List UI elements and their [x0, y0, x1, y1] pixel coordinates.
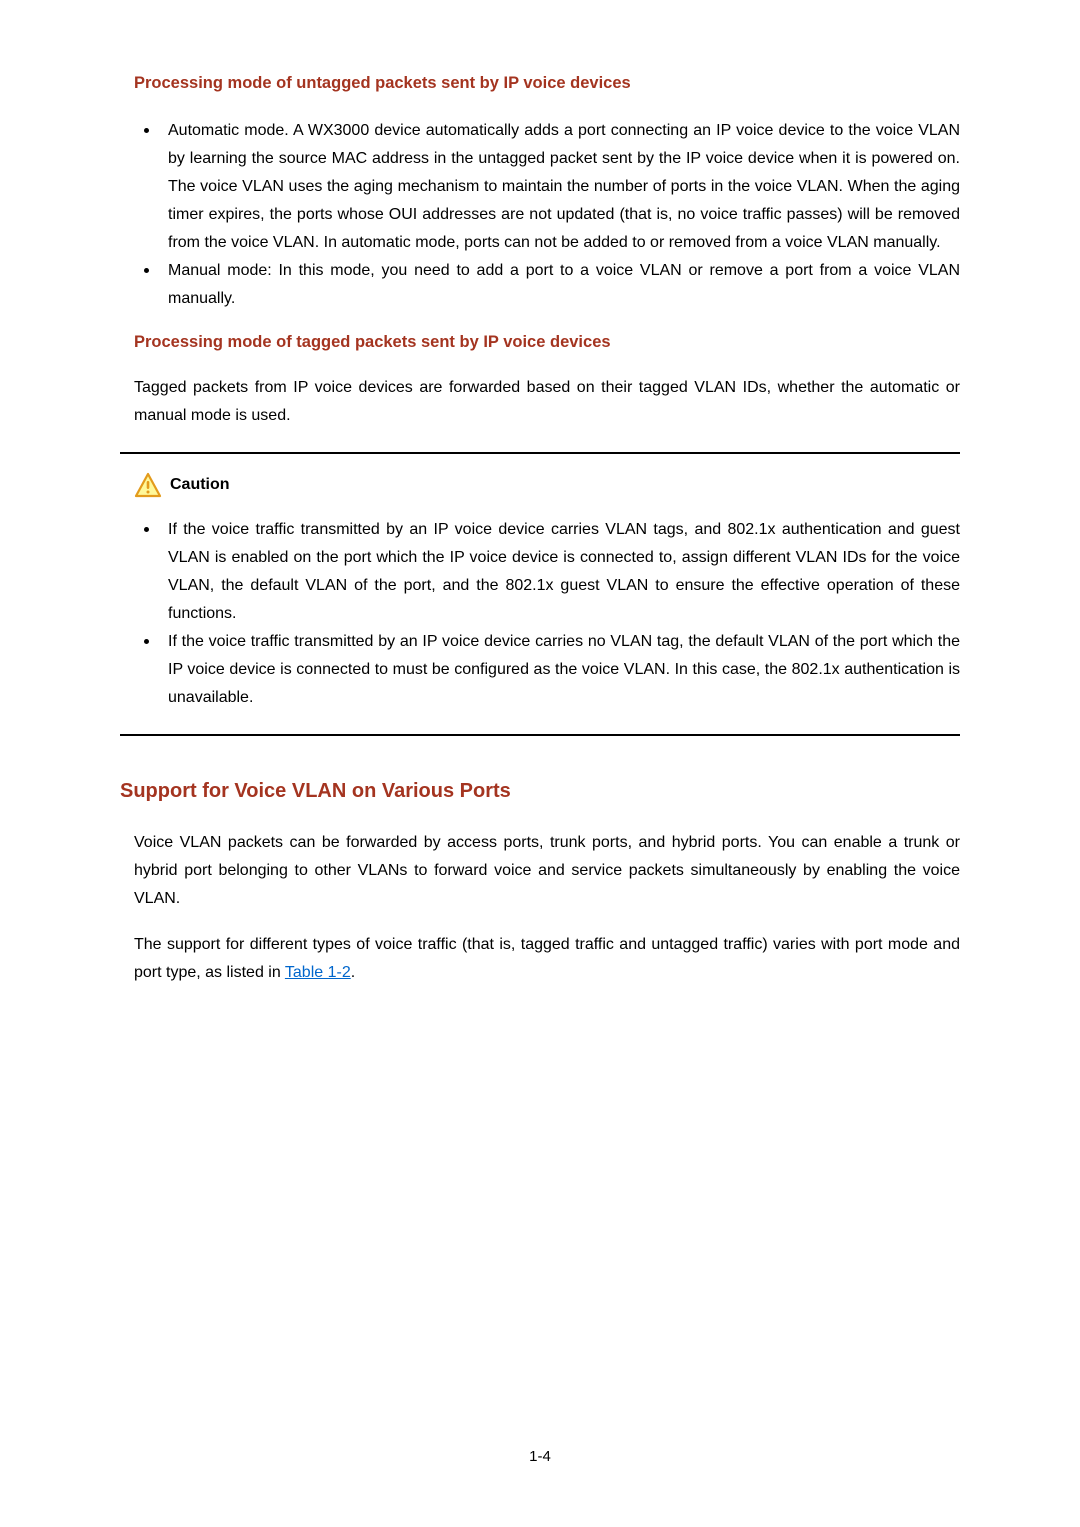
bullet-list-untagged: Automatic mode. A WX3000 device automati… [120, 117, 960, 313]
paragraph-support-body1: Voice VLAN packets can be forwarded by a… [120, 829, 960, 913]
caution-header: Caution [120, 472, 960, 498]
heading-untagged-mode: Processing mode of untagged packets sent… [120, 74, 960, 93]
divider-bottom [120, 734, 960, 736]
heading-support-various-ports: Support for Voice VLAN on Various Ports [120, 780, 960, 803]
text-fragment: . [351, 964, 355, 981]
paragraph-tagged-body: Tagged packets from IP voice devices are… [120, 374, 960, 430]
caution-icon [134, 472, 162, 498]
paragraph-support-body2: The support for different types of voice… [120, 931, 960, 987]
document-page: Processing mode of untagged packets sent… [0, 0, 1080, 987]
divider-top [120, 452, 960, 454]
link-table-1-2[interactable]: Table 1-2 [285, 964, 351, 981]
heading-tagged-mode: Processing mode of tagged packets sent b… [120, 333, 960, 352]
bullet-item: If the voice traffic transmitted by an I… [168, 628, 960, 712]
bullet-item: Automatic mode. A WX3000 device automati… [168, 117, 960, 257]
bullet-item: If the voice traffic transmitted by an I… [168, 516, 960, 628]
text-fragment: The support for different types of voice… [134, 936, 960, 981]
page-number: 1-4 [0, 1448, 1080, 1465]
bullet-item: Manual mode: In this mode, you need to a… [168, 257, 960, 313]
bullet-list-caution: If the voice traffic transmitted by an I… [120, 516, 960, 712]
caution-label: Caution [170, 476, 230, 494]
